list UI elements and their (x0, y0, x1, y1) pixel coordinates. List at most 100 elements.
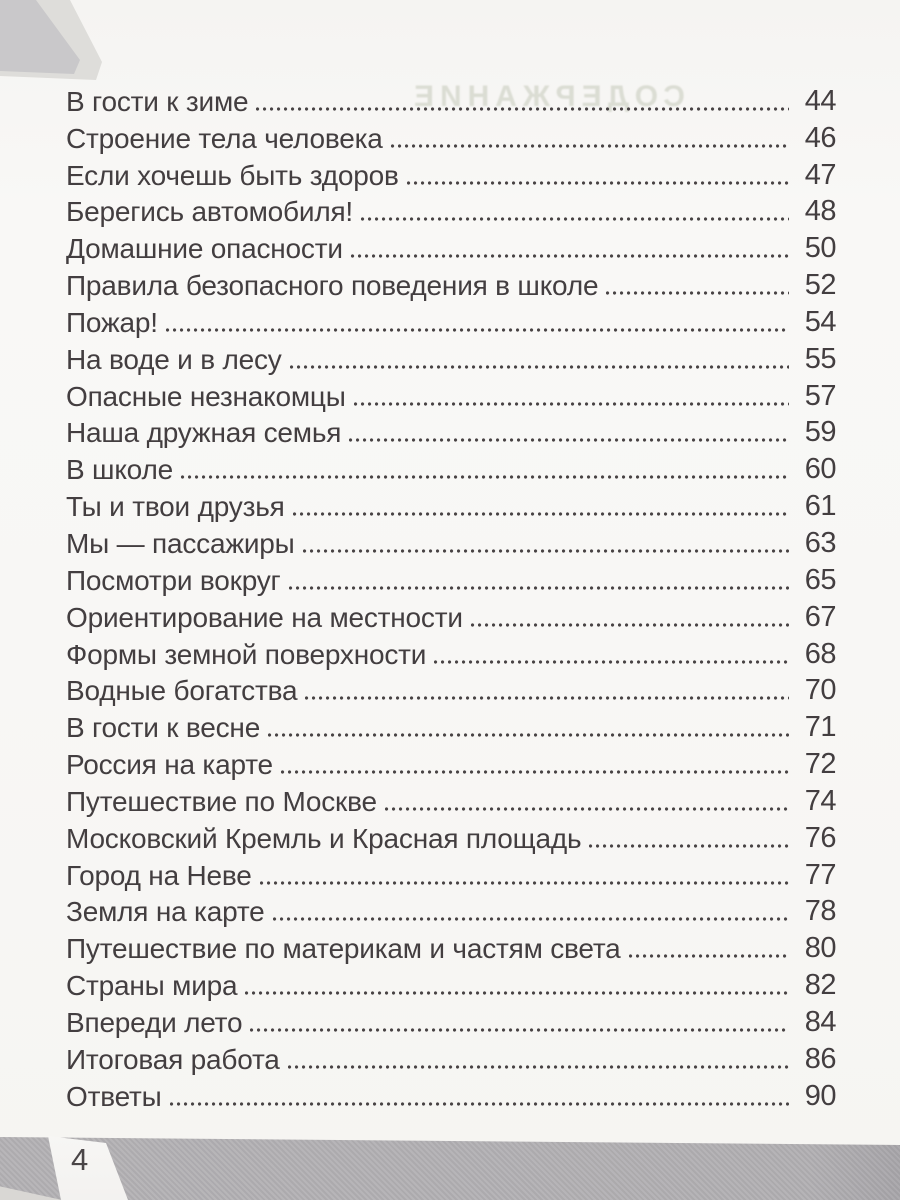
toc-entry-title: Путешествие по материкам и частям света (66, 933, 621, 965)
toc-entry-title: Пожар! (66, 306, 158, 338)
toc-entry-page: 82 (804, 969, 837, 1002)
toc-entry-page: 63 (804, 526, 837, 559)
toc-dot-leader (302, 548, 789, 553)
toc-entry-page: 67 (804, 600, 837, 633)
toc-row: На воде и в лесу 55 (66, 341, 837, 378)
toc-entry-title: Ты и твои друзья (66, 491, 285, 523)
toc-row: Опасные незнакомцы 57 (66, 378, 837, 415)
toc-entry-page: 46 (804, 121, 837, 154)
toc-row: Путешествие по материкам и частям света … (66, 930, 837, 967)
toc-entry-title: Если хочешь быть здоров (66, 159, 399, 191)
toc-row: Итоговая работа 86 (66, 1041, 837, 1078)
toc-entry-page: 48 (804, 195, 837, 228)
toc-row: В школе 60 (66, 451, 837, 488)
toc-entry-title: В гости к зиме (66, 85, 249, 117)
toc-dot-leader (390, 143, 789, 148)
toc-entry-title: Берегись автомобиля! (66, 196, 354, 228)
toc-dot-leader (256, 106, 789, 111)
toc-entry-title: Московский Кремль и Красная площадь (66, 822, 582, 854)
toc-row: Ответы 90 (66, 1078, 837, 1115)
toc-dot-leader (259, 880, 789, 885)
toc-dot-leader (288, 585, 789, 590)
toc-dot-leader (169, 1101, 789, 1106)
toc-entry-title: В школе (66, 454, 173, 486)
toc-dot-leader (384, 806, 789, 811)
toc-entry-page: 57 (804, 379, 837, 412)
toc-entry-page: 59 (804, 416, 837, 449)
toc-entry-title: Страны мира (66, 970, 238, 1002)
toc-dot-leader (406, 180, 789, 185)
toc-entry-title: Мы — пассажиры (66, 527, 295, 559)
toc-dot-leader (180, 475, 789, 480)
toc-entry-title: Ответы (66, 1080, 162, 1112)
toc-dot-leader (361, 217, 789, 222)
toc-row: Земля на карте 78 (66, 894, 837, 931)
toc-entry-title: Посмотри вокруг (66, 564, 281, 596)
toc-entry-page: 71 (804, 711, 837, 744)
toc-row: Страны мира 82 (66, 967, 837, 1004)
toc-entry-page: 90 (804, 1079, 837, 1112)
toc-row: Правила безопасного поведения в школе 52 (66, 267, 837, 304)
toc-entry-page: 44 (804, 84, 837, 117)
toc-dot-leader (606, 291, 789, 296)
toc-dot-leader (589, 843, 789, 848)
toc-row: Город на Неве 77 (66, 857, 837, 894)
toc-dot-leader (287, 1064, 789, 1069)
toc-row: Водные богатства 70 (66, 673, 837, 710)
toc-entry-title: Город на Неве (66, 859, 252, 891)
toc-entry-title: Впереди лето (66, 1006, 243, 1038)
table-of-contents: В гости к зиме 44 Строение тела человека… (66, 83, 837, 1115)
toc-row: Формы земной поверхности 68 (66, 636, 837, 673)
toc-dot-leader (628, 954, 789, 959)
toc-row: Посмотри вокруг 65 (66, 562, 837, 599)
toc-entry-page: 47 (804, 158, 837, 191)
toc-entry-title: На воде и в лесу (66, 343, 282, 375)
toc-entry-page: 54 (804, 305, 837, 338)
toc-row: В гости к зиме 44 (66, 83, 837, 120)
toc-dot-leader (272, 917, 789, 922)
toc-dot-leader (289, 364, 789, 369)
toc-entry-title: Формы земной поверхности (66, 638, 427, 670)
toc-dot-leader (349, 438, 789, 443)
toc-entry-page: 61 (804, 490, 837, 523)
toc-dot-leader (268, 733, 789, 738)
toc-entry-page: 76 (804, 821, 837, 854)
toc-entry-title: Земля на карте (66, 896, 265, 928)
toc-dot-leader (305, 696, 789, 701)
toc-entry-page: 50 (804, 232, 837, 265)
toc-entry-title: Правила безопасного поведения в школе (66, 270, 599, 302)
toc-entry-page: 60 (804, 453, 837, 486)
toc-entry-page: 74 (804, 784, 837, 817)
page-number: 4 (71, 1142, 89, 1177)
toc-entry-page: 80 (804, 932, 837, 965)
toc-entry-title: Наша дружная семья (66, 417, 342, 449)
toc-entry-title: В гости к весне (66, 712, 261, 744)
toc-entry-title: Водные богатства (66, 675, 298, 707)
footer-band (0, 1137, 900, 1200)
toc-entry-page: 55 (804, 342, 837, 375)
toc-dot-leader (165, 327, 789, 332)
toc-entry-page: 72 (804, 748, 837, 781)
toc-entry-title: Домашние опасности (66, 233, 343, 265)
toc-entry-title: Итоговая работа (66, 1043, 280, 1075)
toc-dot-leader (280, 770, 789, 775)
toc-row: Строение тела человека 46 (66, 120, 837, 157)
toc-dot-leader (434, 659, 789, 664)
toc-dot-leader (350, 254, 789, 259)
toc-row: Пожар! 54 (66, 304, 837, 341)
toc-row: Берегись автомобиля! 48 (66, 194, 837, 231)
toc-row: Московский Кремль и Красная площадь 76 (66, 820, 837, 857)
toc-entry-title: Опасные незнакомцы (66, 380, 346, 412)
toc-row: Ориентирование на местности 67 (66, 599, 837, 636)
toc-entry-title: Строение тела человека (66, 122, 383, 154)
toc-dot-leader (292, 512, 789, 517)
toc-row: Домашние опасности 50 (66, 230, 837, 267)
toc-entry-title: Путешествие по Москве (66, 785, 377, 817)
toc-entry-page: 84 (804, 1005, 837, 1038)
toc-entry-title: Россия на карте (66, 749, 273, 781)
toc-entry-page: 68 (804, 637, 837, 670)
toc-row: Впереди лето 84 (66, 1004, 837, 1041)
toc-row: Ты и твои друзья 61 (66, 488, 837, 525)
toc-row: Россия на карте 72 (66, 746, 837, 783)
